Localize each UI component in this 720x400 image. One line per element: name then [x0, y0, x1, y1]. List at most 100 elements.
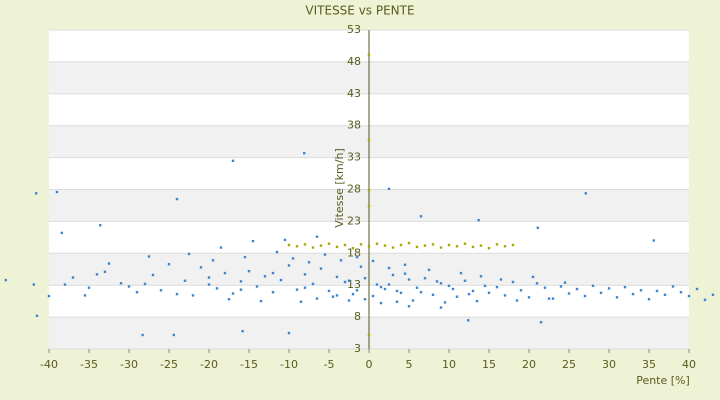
- point: [243, 255, 247, 259]
- point: [383, 287, 387, 291]
- point: [435, 280, 439, 283]
- point: [463, 279, 467, 282]
- point: [695, 287, 699, 291]
- point: [483, 284, 487, 288]
- point: [551, 297, 555, 300]
- point: [141, 333, 144, 337]
- point: [87, 286, 91, 289]
- point: [303, 151, 306, 155]
- point: [175, 292, 179, 296]
- point: [567, 292, 571, 295]
- point: [151, 273, 155, 277]
- point: [227, 298, 231, 301]
- point: [407, 305, 411, 308]
- point: [251, 239, 255, 243]
- point: [647, 298, 651, 301]
- x-tick-label: 0: [366, 358, 373, 371]
- point: [391, 273, 395, 277]
- x-tick-label: -40: [40, 358, 58, 371]
- point: [499, 278, 503, 281]
- point: [535, 282, 539, 285]
- point: [259, 299, 263, 303]
- point: [536, 226, 539, 229]
- y-tick-label: 53: [347, 23, 361, 36]
- point: [479, 244, 483, 247]
- point: [95, 273, 99, 276]
- y-tick-label: 33: [347, 151, 361, 164]
- point: [363, 298, 367, 301]
- point: [187, 252, 191, 256]
- point: [403, 263, 407, 266]
- point: [367, 138, 371, 141]
- y-tick-label: 28: [347, 183, 361, 196]
- point: [379, 301, 383, 305]
- point: [419, 215, 423, 218]
- point: [539, 321, 543, 324]
- point: [327, 289, 331, 293]
- point: [407, 278, 411, 281]
- point: [443, 301, 447, 304]
- point: [471, 289, 475, 293]
- point: [355, 255, 359, 259]
- x-tick-label: 5: [406, 358, 413, 371]
- point: [263, 275, 267, 278]
- point: [487, 246, 491, 250]
- point: [71, 276, 75, 279]
- point: [687, 294, 691, 298]
- point: [241, 329, 244, 333]
- point: [311, 282, 315, 286]
- point: [411, 299, 415, 302]
- point: [379, 285, 383, 289]
- x-tick-label: 20: [522, 358, 536, 371]
- point: [307, 261, 311, 264]
- point: [463, 242, 467, 245]
- point: [623, 285, 627, 289]
- point: [335, 275, 339, 279]
- point: [467, 319, 470, 322]
- point: [279, 278, 283, 282]
- point: [387, 266, 391, 270]
- point: [399, 291, 403, 295]
- point: [439, 306, 443, 309]
- point: [583, 294, 587, 298]
- point: [543, 286, 547, 289]
- point: [207, 276, 211, 279]
- x-tick-label: -15: [240, 358, 258, 371]
- point: [335, 245, 339, 249]
- point: [327, 242, 331, 245]
- x-tick-label: 35: [642, 358, 656, 371]
- point: [351, 292, 355, 296]
- point: [527, 296, 531, 299]
- point: [287, 243, 291, 247]
- point: [335, 294, 339, 297]
- point: [383, 244, 387, 247]
- point: [127, 285, 131, 288]
- point: [343, 243, 347, 247]
- point: [359, 265, 363, 268]
- point: [191, 294, 195, 297]
- x-tick-label: -25: [160, 358, 178, 371]
- point: [451, 287, 455, 291]
- point: [395, 289, 399, 293]
- point: [519, 289, 523, 292]
- point: [143, 282, 147, 286]
- point: [371, 294, 375, 298]
- point: [375, 283, 379, 286]
- point: [299, 300, 303, 303]
- point: [199, 266, 203, 269]
- y-tick-label: 8: [354, 310, 361, 323]
- point: [375, 242, 379, 245]
- point: [211, 259, 215, 262]
- point: [511, 280, 515, 284]
- point: [575, 287, 579, 291]
- y-tick-label: 13: [347, 278, 361, 291]
- point: [343, 280, 347, 284]
- point: [631, 292, 635, 296]
- point: [255, 285, 259, 288]
- point: [239, 288, 243, 291]
- point: [471, 245, 475, 249]
- point: [295, 245, 299, 248]
- point: [391, 246, 395, 249]
- point: [311, 246, 315, 249]
